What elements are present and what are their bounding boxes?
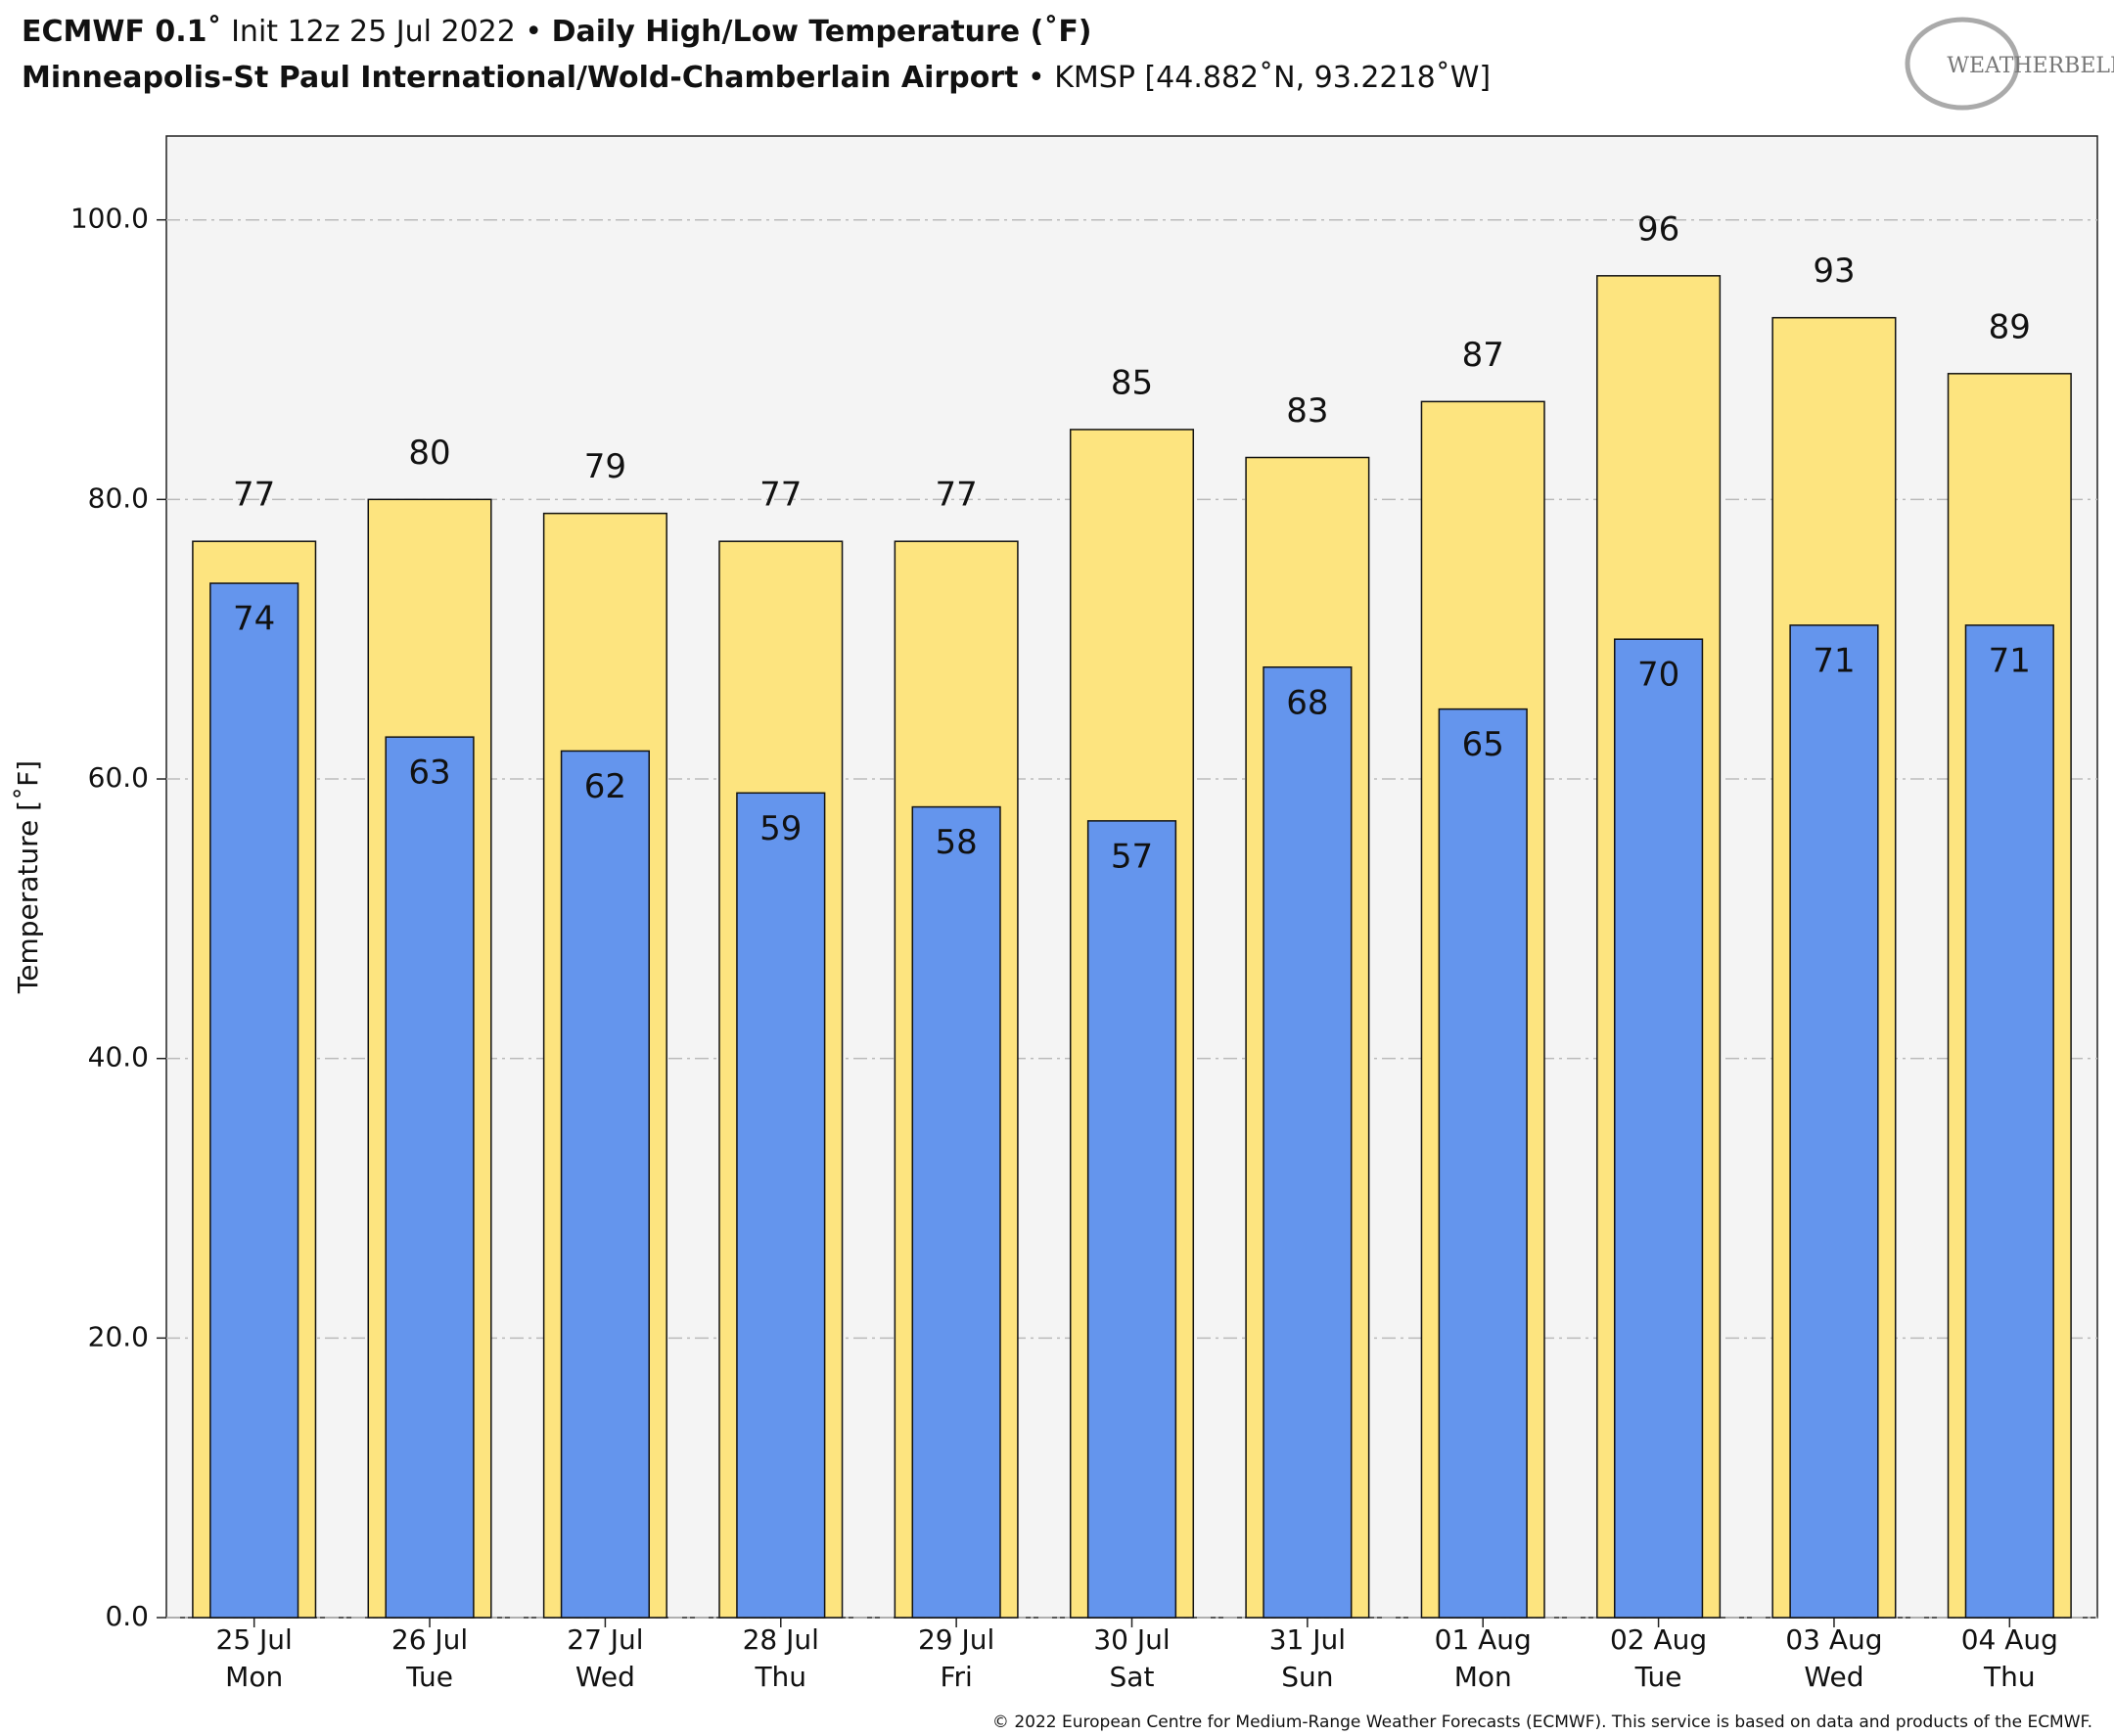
- value-label: 79: [584, 447, 626, 486]
- x-tick-label: 27 Jul: [567, 1623, 643, 1656]
- x-tick-label: Mon: [1454, 1661, 1512, 1693]
- value-label: 85: [1111, 363, 1153, 402]
- x-tick-label: 01 Aug: [1435, 1623, 1532, 1656]
- x-tick-label: 25 Jul: [216, 1623, 293, 1656]
- bar: [911, 805, 1001, 1619]
- value-label: 71: [1813, 641, 1855, 680]
- y-tick-label: 60.0: [88, 761, 149, 794]
- x-tick-label: 30 Jul: [1093, 1623, 1170, 1656]
- title-part: Daily High/Low Temperature (˚F): [552, 14, 1092, 49]
- title-part: ECMWF 0.1˚: [22, 14, 222, 49]
- bar: [385, 736, 475, 1619]
- bar: [736, 792, 826, 1619]
- value-label: 68: [1286, 683, 1328, 722]
- value-label: 87: [1462, 336, 1504, 375]
- chart-title: ECMWF 0.1˚ Init 12z 25 Jul 2022 • Daily …: [22, 14, 1092, 49]
- value-label: 65: [1462, 725, 1504, 764]
- x-tick-label: 28 Jul: [743, 1623, 819, 1656]
- x-tick-label: Mon: [225, 1661, 283, 1693]
- x-tick-label: Tue: [405, 1661, 453, 1693]
- value-label: 77: [233, 476, 275, 515]
- x-tick-label: Tue: [1634, 1661, 1682, 1693]
- bar: [1086, 820, 1177, 1619]
- bar: [1614, 638, 1704, 1619]
- x-tick-label: Wed: [1804, 1661, 1863, 1693]
- x-tick-label: 29 Jul: [918, 1623, 994, 1656]
- y-tick-label: 0.0: [105, 1600, 149, 1632]
- x-tick-label: Sat: [1110, 1661, 1155, 1693]
- x-tick-label: 02 Aug: [1610, 1623, 1707, 1656]
- subtitle-part: Minneapolis-St Paul International/Wold-C…: [22, 61, 1018, 95]
- bar: [1263, 666, 1353, 1619]
- footer: © 2022 European Centre for Medium-Range …: [992, 1713, 2092, 1732]
- subtitle-part: • KMSP [44.882˚N, 93.2218˚W]: [1018, 61, 1491, 95]
- x-tick-label: 03 Aug: [1785, 1623, 1882, 1656]
- value-label: 71: [1989, 641, 2031, 680]
- x-tick-label: Fri: [940, 1661, 972, 1693]
- x-tick-label: Thu: [1983, 1661, 2036, 1693]
- y-tick-label: 100.0: [70, 203, 149, 235]
- value-label: 80: [408, 434, 450, 473]
- value-label: 96: [1637, 209, 1679, 249]
- x-tick-label: 26 Jul: [391, 1623, 468, 1656]
- y-tick-label: 80.0: [88, 481, 149, 514]
- value-label: 77: [936, 476, 978, 515]
- value-label: 83: [1286, 391, 1328, 431]
- bar: [209, 582, 299, 1619]
- bar: [1964, 624, 2054, 1619]
- x-tick-label: Thu: [754, 1661, 806, 1693]
- value-label: 57: [1111, 837, 1153, 876]
- bar: [560, 750, 650, 1619]
- y-axis-label: Temperature [˚F]: [12, 760, 44, 994]
- value-label: 89: [1989, 307, 2031, 346]
- value-label: 59: [759, 809, 802, 848]
- value-label: 93: [1813, 251, 1855, 291]
- bar: [1438, 708, 1528, 1619]
- value-label: 77: [759, 476, 802, 515]
- value-label: 70: [1637, 656, 1679, 695]
- x-tick-label: Sun: [1281, 1661, 1333, 1693]
- logo: WEATHERBELL: [1947, 54, 2114, 78]
- x-tick-label: Wed: [575, 1661, 635, 1693]
- x-tick-label: 31 Jul: [1269, 1623, 1346, 1656]
- x-tick-label: 04 Aug: [1961, 1623, 2058, 1656]
- bar: [1789, 624, 1879, 1619]
- y-tick-label: 40.0: [88, 1041, 149, 1074]
- chart-subtitle: Minneapolis-St Paul International/Wold-C…: [22, 61, 1491, 95]
- value-label: 58: [936, 823, 978, 862]
- value-label: 63: [408, 754, 450, 793]
- y-tick-label: 20.0: [88, 1320, 149, 1352]
- title-part: Init 12z 25 Jul 2022 •: [222, 15, 552, 49]
- value-label: 62: [584, 767, 626, 806]
- logo-swirl: [1905, 17, 2020, 111]
- value-label: 74: [233, 600, 275, 639]
